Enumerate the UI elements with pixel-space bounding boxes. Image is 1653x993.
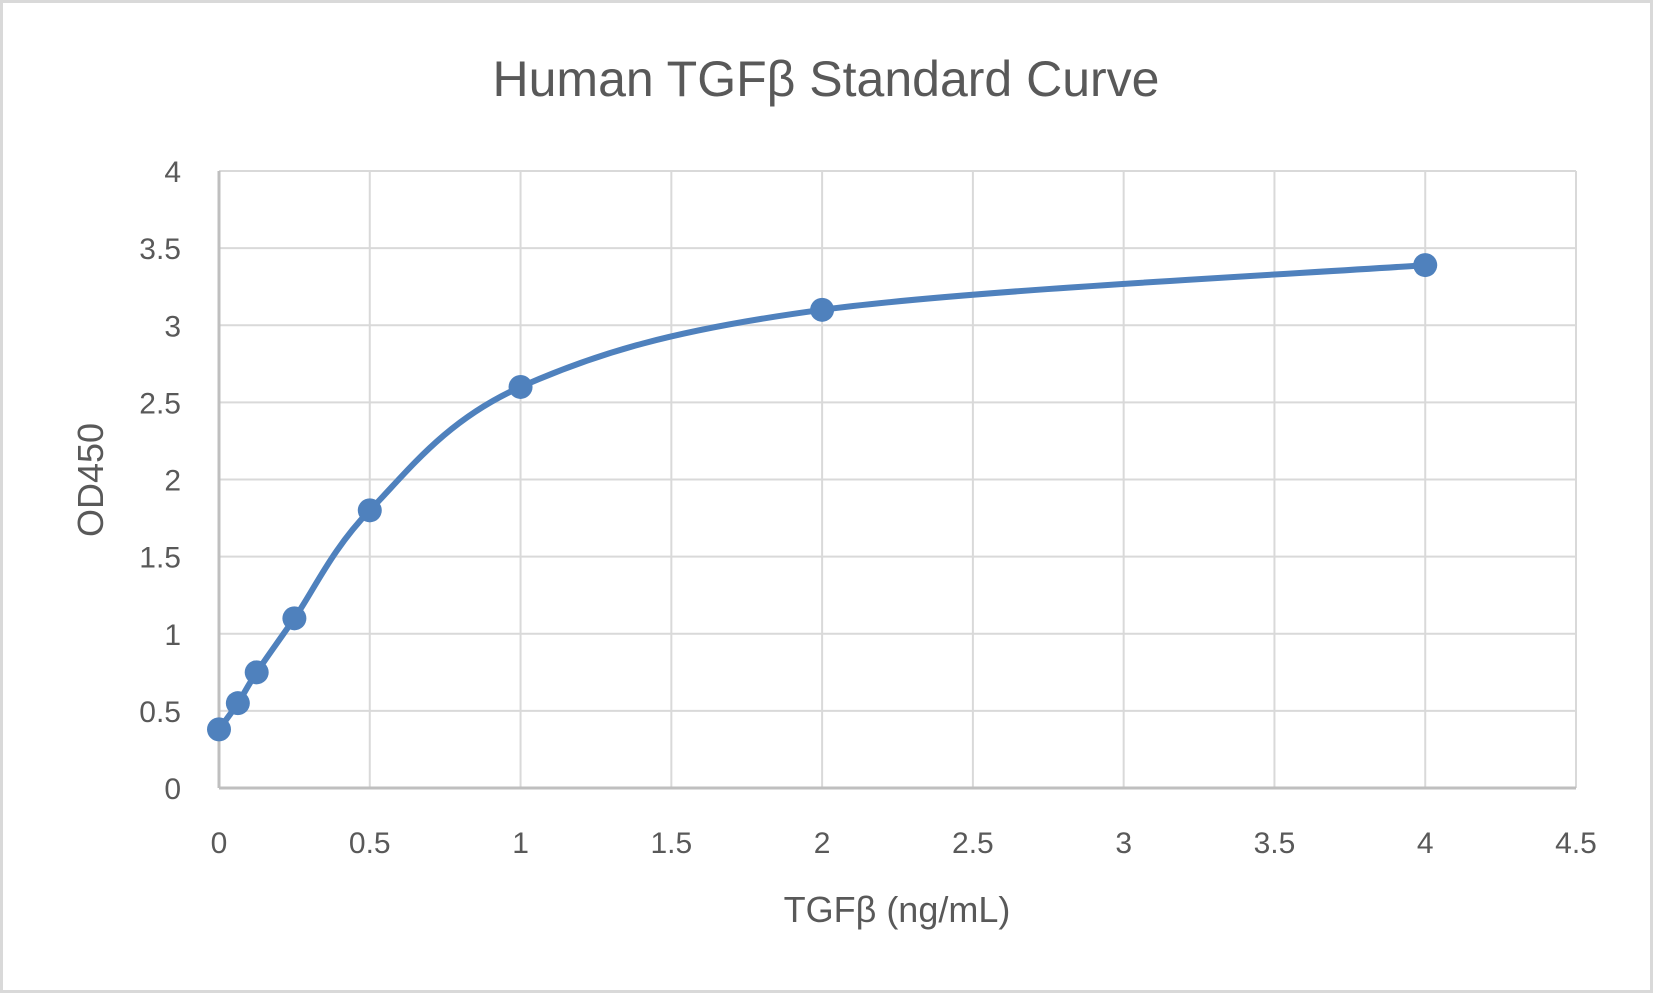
data-point-marker: [207, 717, 231, 742]
x-tick-label: 1.5: [650, 827, 692, 860]
y-tick-label: 2.5: [139, 387, 181, 420]
y-tick-label: 0.5: [139, 696, 181, 729]
y-tick-label: 1.5: [139, 542, 181, 575]
data-point-marker: [225, 691, 250, 716]
x-tick-label: 0: [211, 827, 228, 860]
data-markers: [207, 253, 1438, 742]
y-tick-label: 1: [164, 619, 181, 652]
axes: [217, 171, 1576, 790]
data-point-marker: [357, 498, 382, 523]
x-axis-label: TGFβ (ng/mL): [784, 889, 1011, 930]
x-tick-label: 2.5: [952, 827, 994, 860]
y-axis-label: OD450: [70, 423, 111, 537]
y-tick-label: 3.5: [139, 233, 181, 266]
x-tick-label: 3: [1115, 827, 1132, 860]
y-axis-ticks: 0 0.5 1 1.5 2 2.5 3 3.5 4: [139, 156, 181, 806]
data-point-marker: [508, 374, 533, 399]
y-tick-label: 4: [164, 156, 181, 189]
gridlines: [219, 170, 1577, 788]
chart-title: Human TGFβ Standard Curve: [493, 51, 1160, 107]
x-tick-label: 3.5: [1254, 827, 1296, 860]
y-tick-label: 3: [164, 310, 181, 343]
data-point-marker: [810, 297, 835, 322]
x-axis-ticks: 0 0.5 1 1.5 2 2.5 3 3.5 4 4.5: [211, 827, 1597, 860]
x-tick-label: 4: [1417, 827, 1434, 860]
x-tick-label: 1: [512, 827, 529, 860]
x-tick-label: 0.5: [349, 827, 391, 860]
y-tick-label: 2: [164, 465, 181, 498]
data-point-marker: [1413, 253, 1438, 278]
y-tick-label: 0: [164, 773, 181, 806]
x-tick-label: 4.5: [1555, 827, 1597, 860]
data-point-marker: [244, 660, 269, 685]
data-point-marker: [282, 606, 307, 631]
x-tick-label: 2: [814, 827, 831, 860]
